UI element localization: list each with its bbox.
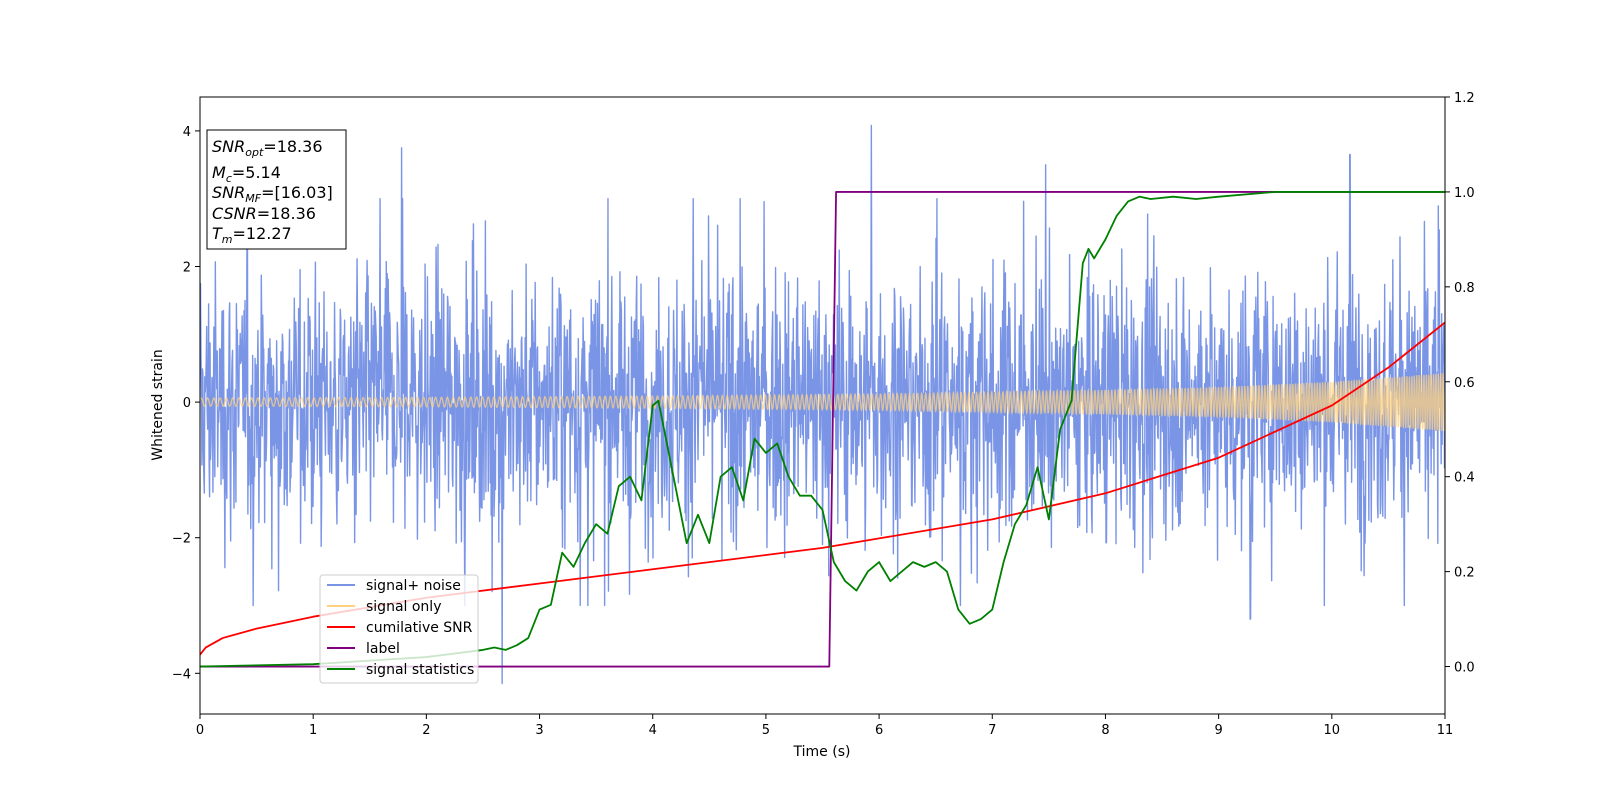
info-snr-opt: SNRopt=18.36 bbox=[212, 137, 323, 159]
series-signal-only bbox=[200, 373, 1445, 432]
y-axis-label: Whitened strain bbox=[150, 349, 166, 460]
y-right-tick-label: 0.0 bbox=[1454, 661, 1475, 676]
x-tick-label: 6 bbox=[875, 723, 883, 738]
info-tm-symbol: T bbox=[212, 224, 223, 243]
x-tick-label: 3 bbox=[535, 723, 543, 738]
info-mc-sub: c bbox=[226, 172, 232, 185]
info-snr-opt-sub: opt bbox=[245, 146, 264, 159]
axis-ticks: 0 1 2 3 4 5 6 7 8 9 10 11 4 2 0 −2 −4 1.2 1.0 0.8 0.6 0.4 0.2 0… bbox=[172, 91, 1475, 738]
plot-series-layer bbox=[200, 124, 1445, 685]
x-tick-label: 4 bbox=[649, 723, 657, 738]
x-tick-label: 2 bbox=[422, 723, 430, 738]
info-snr-mf-symbol: SNR bbox=[212, 183, 245, 202]
y-left-tick-label: 0 bbox=[183, 396, 191, 411]
x-tick-label: 11 bbox=[1437, 723, 1454, 738]
info-csnr: CSNR=18.36 bbox=[212, 204, 316, 223]
info-snr-mf-sub: MF bbox=[245, 192, 261, 205]
legend-label: label bbox=[366, 641, 400, 657]
legend-label: cumilative SNR bbox=[366, 620, 473, 636]
y-left-tick-label: 2 bbox=[183, 261, 191, 276]
info-tm-value: =12.27 bbox=[233, 224, 292, 243]
y-left-tick-label: −4 bbox=[172, 667, 191, 682]
y-right-tick-label: 0.2 bbox=[1454, 566, 1475, 581]
info-mc-value: =5.14 bbox=[232, 163, 281, 182]
info-snr-mf-value: =[16.03] bbox=[261, 183, 333, 202]
y-left-tick-label: −2 bbox=[172, 532, 191, 547]
x-tick-label: 10 bbox=[1324, 723, 1341, 738]
y-right-tick-label: 0.8 bbox=[1454, 281, 1475, 296]
legend-frame bbox=[319, 574, 479, 684]
info-box: SNRopt=18.36 Mc=5.14 SNRMF=[16.03] CSNR=… bbox=[206, 129, 347, 250]
plot-frame bbox=[199, 96, 1446, 715]
info-snr-opt-symbol: SNR bbox=[212, 137, 245, 156]
info-snr-mf: SNRMF=[16.03] bbox=[212, 183, 333, 205]
x-tick-label: 1 bbox=[309, 723, 317, 738]
y-right-tick-label: 1.0 bbox=[1454, 186, 1475, 201]
x-tick-label: 7 bbox=[988, 723, 996, 738]
info-tm-sub: m bbox=[222, 233, 233, 246]
y-right-tick-label: 1.2 bbox=[1454, 91, 1475, 106]
info-csnr-symbol: CSNR bbox=[212, 204, 257, 223]
series-label bbox=[200, 191, 1445, 668]
series-signal-statistics bbox=[200, 191, 1445, 668]
info-box-frame bbox=[206, 129, 347, 250]
legend-label: signal+ noise bbox=[366, 578, 461, 594]
info-tm: Tm=12.27 bbox=[212, 224, 292, 246]
y-right-tick-label: 0.4 bbox=[1454, 471, 1475, 486]
series-signal-noise bbox=[200, 124, 1445, 685]
x-tick-label: 5 bbox=[762, 723, 770, 738]
info-snr-opt-value: =18.36 bbox=[263, 137, 322, 156]
y-right-tick-label: 0.6 bbox=[1454, 376, 1475, 391]
info-mc: Mc=5.14 bbox=[212, 163, 281, 185]
legend-label: signal only bbox=[366, 599, 441, 615]
x-tick-label: 0 bbox=[196, 723, 204, 738]
legend: signal+ noise signal only cumilative SNR la… bbox=[319, 574, 479, 684]
y-left-tick-label: 4 bbox=[183, 125, 191, 140]
x-tick-label: 9 bbox=[1214, 723, 1222, 738]
info-csnr-value: =18.36 bbox=[257, 204, 316, 223]
x-axis-label: Time (s) bbox=[793, 744, 851, 760]
info-mc-symbol: M bbox=[212, 163, 226, 182]
x-tick-label: 8 bbox=[1101, 723, 1109, 738]
legend-items: signal+ noise signal only cumilative SNR la… bbox=[327, 578, 474, 678]
legend-label: signal statistics bbox=[366, 662, 474, 678]
series-cumulative-snr bbox=[200, 321, 1445, 656]
